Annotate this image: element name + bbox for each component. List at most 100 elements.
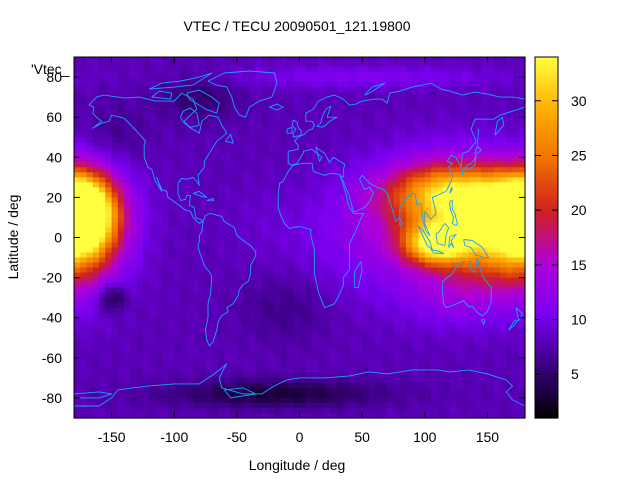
heatmap-cell [205, 97, 213, 103]
heatmap-cell [186, 322, 194, 329]
heatmap-cell [437, 137, 445, 143]
heatmap-cell [305, 392, 313, 399]
heatmap-cell [274, 97, 282, 103]
heatmap-cell [105, 282, 113, 289]
heatmap-cell [418, 322, 426, 329]
heatmap-cell [305, 247, 313, 254]
heatmap-cell [324, 297, 332, 304]
heatmap-cell [399, 282, 407, 289]
heatmap-cell [493, 87, 501, 93]
heatmap-cell [481, 137, 489, 143]
heatmap-cell [136, 137, 144, 143]
heatmap-cell [305, 332, 313, 339]
heatmap-cell [167, 392, 175, 399]
heatmap-cell [431, 227, 438, 234]
heatmap-cell [105, 292, 113, 299]
heatmap-cell [512, 67, 520, 73]
heatmap-cell [236, 262, 244, 269]
heatmap-cell [493, 392, 501, 399]
heatmap-cell [180, 352, 188, 359]
heatmap-cell [105, 147, 113, 153]
heatmap-cell [437, 117, 445, 123]
heatmap-cell [205, 227, 213, 234]
heatmap-cell [186, 182, 194, 188]
heatmap-cell [136, 182, 144, 188]
heatmap-cell [506, 267, 514, 274]
heatmap-cell [462, 187, 470, 193]
heatmap-cell [518, 377, 526, 384]
heatmap-cell [474, 232, 482, 239]
heatmap-cell [155, 312, 163, 319]
heatmap-cell [149, 262, 157, 269]
heatmap-cell [343, 222, 351, 229]
heatmap-cell [418, 267, 426, 274]
heatmap-cell [286, 372, 294, 379]
heatmap-cell [349, 172, 357, 178]
heatmap-cell [180, 87, 188, 93]
heatmap-cell [230, 92, 238, 98]
heatmap-cell [512, 337, 520, 344]
heatmap-cell [493, 222, 501, 229]
heatmap-cell [437, 332, 445, 339]
heatmap-cell [236, 172, 244, 178]
heatmap-cell [493, 387, 501, 394]
heatmap-cell [211, 72, 219, 78]
heatmap-cell [456, 357, 463, 364]
heatmap-cell [230, 302, 238, 309]
heatmap-cell [431, 367, 438, 374]
heatmap-cell [318, 182, 326, 188]
heatmap-cell [261, 312, 269, 319]
heatmap-cell [124, 387, 131, 394]
heatmap-cell [167, 312, 175, 319]
heatmap-cell [418, 97, 426, 103]
heatmap-cell [130, 392, 138, 399]
heatmap-cell [305, 102, 313, 108]
heatmap-cell [399, 322, 407, 329]
heatmap-cell [393, 137, 401, 143]
heatmap-cell [405, 317, 413, 324]
heatmap-cell [186, 247, 194, 254]
heatmap-cell [180, 107, 188, 113]
heatmap-cell [380, 97, 388, 103]
heatmap-cell [167, 212, 175, 219]
heatmap-cell [167, 112, 175, 118]
heatmap-cell [161, 77, 169, 83]
heatmap-cell [124, 357, 131, 364]
heatmap-cell [280, 112, 288, 118]
heatmap-cell [362, 312, 369, 319]
heatmap-cell [186, 207, 194, 214]
heatmap-cell [218, 377, 225, 384]
heatmap-cell [330, 262, 338, 269]
heatmap-cell [405, 67, 413, 73]
heatmap-cell [393, 172, 401, 178]
heatmap-cell [199, 232, 207, 239]
heatmap-cell [374, 377, 382, 384]
heatmap-cell [199, 387, 207, 394]
heatmap-cell [249, 287, 257, 294]
heatmap-cell [80, 257, 88, 264]
heatmap-cell [374, 262, 382, 269]
heatmap-cell [299, 297, 307, 304]
heatmap-cell [117, 312, 125, 319]
heatmap-cell [211, 372, 219, 379]
heatmap-cell [318, 62, 326, 68]
heatmap-cell [349, 167, 357, 173]
heatmap-cell [155, 257, 163, 264]
heatmap-cell [74, 162, 81, 168]
heatmap-cell [487, 347, 495, 354]
heatmap-cell [499, 292, 507, 299]
heatmap-cell [374, 157, 382, 163]
heatmap-cell [337, 227, 344, 234]
heatmap-cell [456, 372, 463, 379]
heatmap-cell [362, 117, 369, 123]
heatmap-cell [205, 182, 213, 188]
heatmap-cell [456, 362, 463, 369]
heatmap-cell [387, 77, 395, 83]
heatmap-cell [142, 177, 150, 183]
heatmap-cell [355, 82, 363, 88]
heatmap-cell [499, 142, 507, 148]
heatmap-cell [324, 352, 332, 359]
heatmap-cell [312, 107, 319, 113]
heatmap-cell [218, 302, 225, 309]
heatmap-cell [99, 402, 106, 409]
